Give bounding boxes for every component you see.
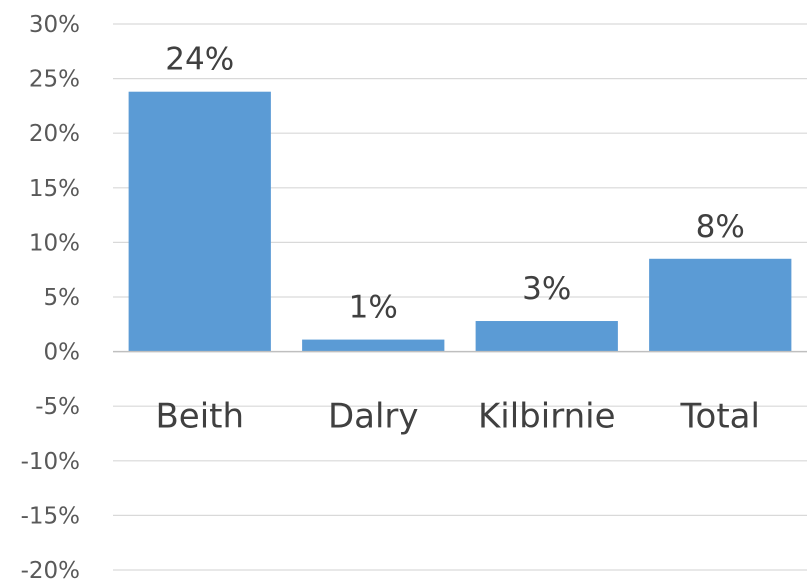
y-tick-label: -10%: [21, 449, 80, 475]
data-label: 1%: [349, 290, 398, 326]
bar-dalry: [302, 339, 445, 352]
y-tick-label: 0%: [44, 340, 81, 366]
bar-total: [649, 258, 792, 352]
y-tick-label: 15%: [29, 176, 80, 202]
data-labels: 24% 1% 3% 8%: [165, 42, 745, 326]
y-tick-label: -15%: [21, 503, 80, 529]
category-label: Beith: [155, 397, 244, 437]
category-label: Dalry: [328, 397, 419, 437]
bars: [128, 91, 792, 352]
y-tick-label: -5%: [35, 394, 80, 420]
data-label: 24%: [165, 42, 234, 78]
bar-kilbirnie: [475, 321, 618, 352]
category-label: Total: [680, 397, 760, 437]
data-label: 8%: [696, 209, 745, 245]
category-labels: Beith Dalry Kilbirnie Total: [155, 397, 759, 437]
y-tick-label: 10%: [29, 230, 80, 256]
bar-beith: [128, 91, 271, 352]
y-tick-label: 5%: [44, 285, 81, 311]
y-tick-label: 30%: [29, 12, 80, 38]
y-axis-tick-labels: 30% 25% 20% 15% 10% 5% 0% -5% -10% -15% -20%: [21, 12, 81, 584]
y-tick-label: 20%: [29, 121, 80, 147]
y-tick-label: 25%: [29, 67, 80, 93]
category-label: Kilbirnie: [478, 397, 616, 437]
y-tick-label: -20%: [21, 558, 80, 583]
data-label: 3%: [522, 271, 571, 307]
